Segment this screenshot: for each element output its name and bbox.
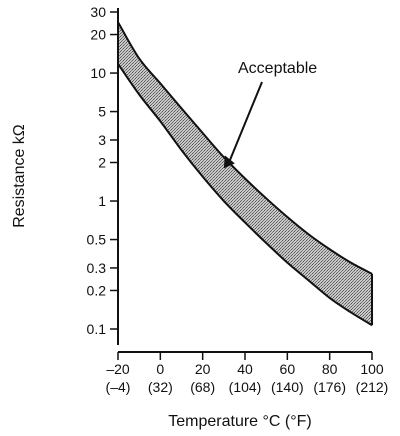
x-axis-title: Temperature °C (°F) [168, 413, 312, 430]
x-tick-label: 100 [360, 361, 384, 377]
x-tick-label: 0 [156, 361, 164, 377]
x-tick-sublabel: (104) [229, 379, 262, 395]
y-tick-label: 10 [90, 65, 106, 81]
y-tick-label: 1 [98, 193, 106, 209]
x-tick-sublabel: (212) [356, 379, 389, 395]
y-tick-label: 2 [98, 155, 106, 171]
y-tick-label: 5 [98, 104, 106, 120]
y-tick-label: 3 [98, 132, 106, 148]
x-tick-label: –20 [106, 361, 130, 377]
y-tick-label: 30 [90, 4, 106, 20]
y-tick-label: 0.1 [87, 321, 107, 337]
x-tick-label: 80 [322, 361, 338, 377]
acceptable-band-area [118, 22, 372, 326]
annotation-arrow-head [223, 155, 235, 169]
y-tick-label: 20 [90, 27, 106, 43]
x-tick-sublabel: (68) [190, 379, 215, 395]
x-tick-label: 40 [237, 361, 253, 377]
band-lower-curve [117, 63, 373, 327]
y-tick-label: 0.5 [87, 232, 107, 248]
annotation-label: Acceptable [238, 60, 317, 77]
y-tick-label: 0.3 [87, 260, 107, 276]
band-upper-curve [117, 21, 373, 275]
x-tick-sublabel: (140) [271, 379, 304, 395]
y-tick-label: 0.2 [87, 282, 107, 298]
x-tick-label: 60 [280, 361, 296, 377]
x-tick-sublabel: (–4) [106, 379, 131, 395]
x-tick-label: 20 [195, 361, 211, 377]
x-tick-sublabel: (32) [148, 379, 173, 395]
y-axis-title: Resistance kΩ [11, 124, 28, 228]
annotation-arrow-shaft [228, 81, 263, 161]
x-tick-sublabel: (176) [313, 379, 346, 395]
